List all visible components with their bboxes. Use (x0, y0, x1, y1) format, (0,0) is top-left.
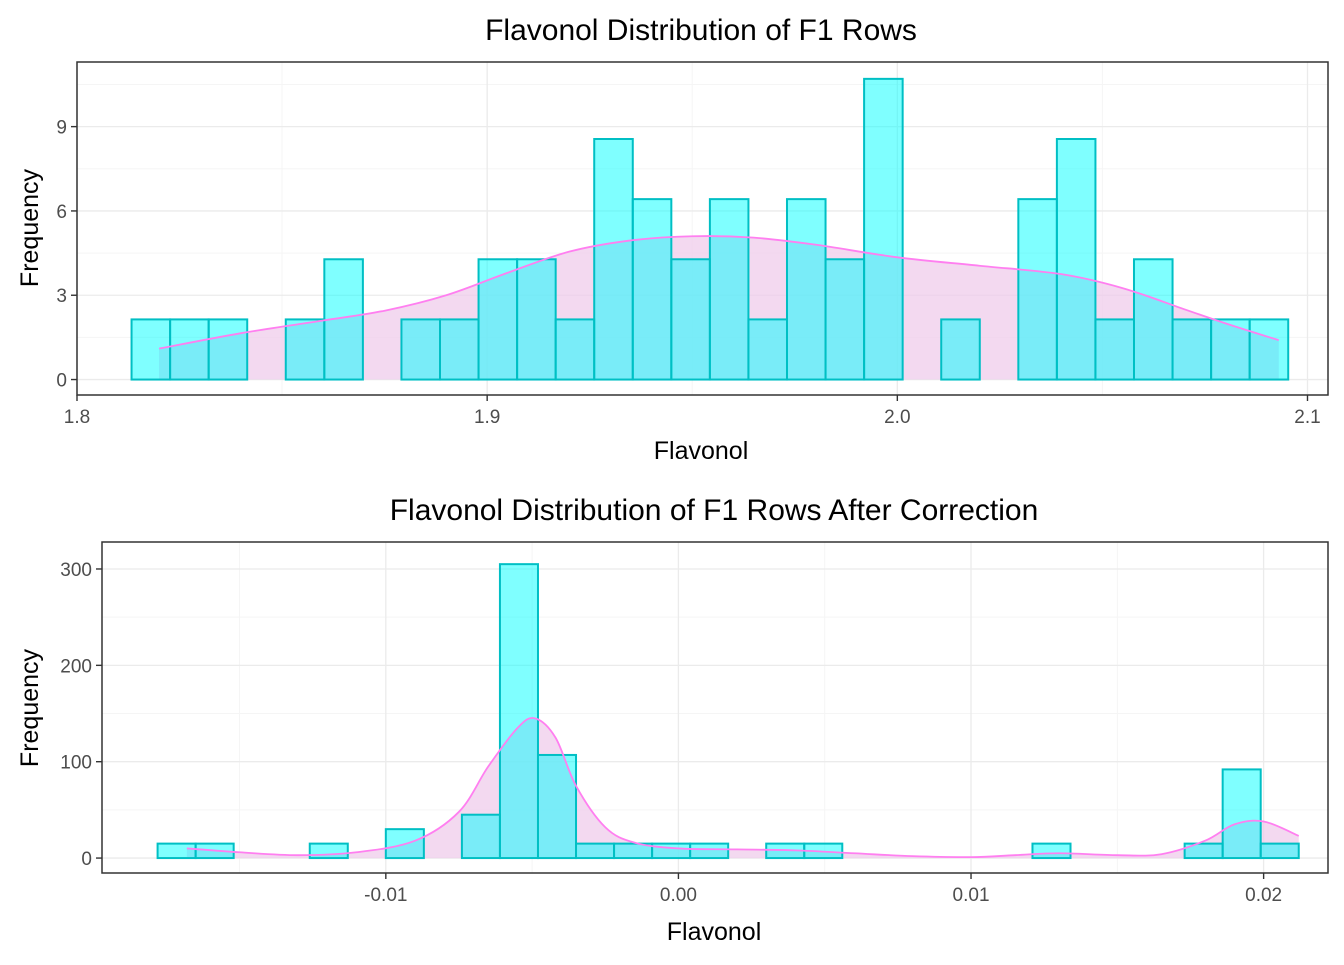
histogram-bar (689, 842, 730, 860)
panel-border (76, 61, 1329, 396)
y-tick-label: 9 (56, 118, 67, 139)
x-axis-ticks: 1.8 1.9 2.0 2.1 (64, 395, 1321, 428)
histogram-bar (169, 318, 210, 381)
histogram-bar (130, 318, 172, 381)
x-tick-label: 1.8 (64, 407, 90, 428)
histogram-bar (1221, 768, 1262, 860)
histogram-bar (1031, 842, 1072, 860)
x-tick-label: -0.01 (364, 885, 407, 906)
histogram-bar (477, 258, 519, 381)
histogram-bar (824, 258, 866, 381)
histogram-bar (554, 318, 596, 381)
grid (102, 542, 1328, 873)
histogram-bar (1248, 318, 1290, 381)
histogram-bar (593, 138, 634, 381)
chart-title: Flavonol Distribution of F1 Rows (485, 14, 917, 47)
histogram-bars (130, 77, 1290, 381)
histogram-bar (670, 258, 711, 381)
y-tick-label: 6 (56, 202, 67, 223)
density-line (186, 717, 1300, 859)
y-axis-label: Frequency (16, 648, 44, 767)
x-tick-label: 0.00 (660, 885, 697, 906)
y-tick-label: 3 (56, 286, 67, 307)
histogram-bar (439, 318, 480, 381)
x-tick-label: 0.01 (953, 885, 990, 906)
histogram-bar (575, 842, 616, 860)
x-tick-label: 2.1 (1294, 407, 1320, 428)
histogram-bar (1171, 318, 1213, 381)
histogram-bar (785, 198, 827, 381)
histogram-bar (1055, 138, 1097, 381)
histogram-bar (1132, 258, 1174, 381)
x-tick-label: 2.0 (884, 407, 910, 428)
histogram-bar (631, 198, 673, 381)
panel-border (101, 541, 1329, 874)
histogram-bar (498, 563, 539, 860)
x-axis-ticks: -0.01 0.00 0.01 0.02 (364, 873, 1282, 906)
histogram-bar (708, 198, 750, 381)
histogram-bar (940, 318, 981, 381)
histogram-bar (536, 753, 578, 860)
x-tick-label: 1.9 (474, 407, 500, 428)
y-tick-label: 0 (56, 371, 67, 392)
y-tick-label: 0 (81, 849, 92, 870)
x-tick-label: 0.02 (1245, 885, 1282, 906)
histogram-bar (207, 318, 249, 381)
chart-title: Flavonol Distribution of F1 Rows After C… (390, 494, 1039, 527)
chart-top: Flavonol Distribution of F1 Rows 0 3 6 9 1.… (16, 14, 1329, 465)
histogram-bar (863, 77, 904, 381)
chart-bottom: Flavonol Distribution of F1 Rows After C… (16, 494, 1329, 946)
histogram-bar (460, 813, 501, 860)
histogram-bar (284, 318, 326, 381)
x-axis-label: Flavonol (667, 918, 762, 946)
histogram-bar (747, 318, 789, 381)
histogram-bar (516, 258, 557, 381)
histogram-bar (1017, 198, 1058, 381)
histogram-bar (308, 842, 349, 860)
y-tick-label: 200 (60, 656, 92, 677)
histogram-bar (1094, 318, 1135, 381)
y-axis-ticks: 0 3 6 9 (56, 118, 77, 392)
x-axis-label: Flavonol (654, 437, 749, 465)
y-axis-ticks: 0 100 200 300 (60, 560, 102, 870)
y-tick-label: 300 (60, 560, 92, 581)
histogram-bar (400, 318, 442, 381)
density-curve (158, 235, 1280, 350)
y-axis-label: Frequency (16, 168, 44, 287)
histogram-bar (384, 828, 425, 860)
histogram-bar (1259, 842, 1300, 860)
density-curve (186, 717, 1300, 859)
histogram-bar (156, 842, 197, 860)
density-line (158, 235, 1280, 350)
y-tick-label: 100 (60, 753, 92, 774)
